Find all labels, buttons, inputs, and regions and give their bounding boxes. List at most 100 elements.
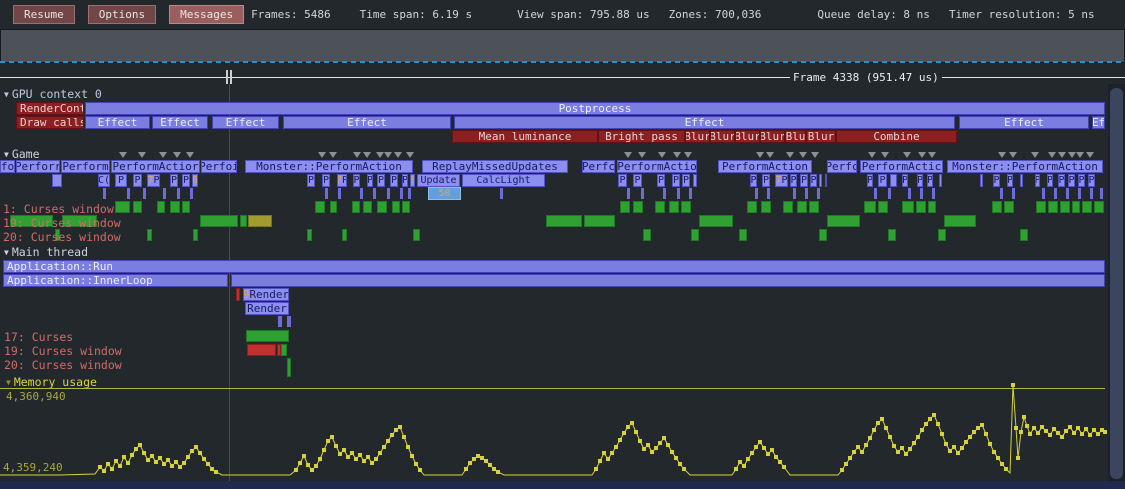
game-zone[interactable]: P <box>170 174 178 187</box>
collapsed-zone-triangle-icon[interactable] <box>624 152 632 162</box>
main-thread-header[interactable]: ▼ Main thread <box>4 245 88 259</box>
main-thread-zone[interactable] <box>277 344 281 356</box>
main-thread-zone[interactable]: Application::Run <box>3 260 1105 273</box>
game-zone[interactable] <box>890 174 897 187</box>
resume-button[interactable]: Resume <box>13 4 75 24</box>
game-zone[interactable]: P <box>1047 174 1053 187</box>
lock-zone[interactable] <box>699 215 733 227</box>
game-zone[interactable]: Perforr <box>16 160 60 173</box>
game-zone[interactable]: P <box>133 174 142 187</box>
zone-tick[interactable] <box>103 188 106 199</box>
lock-zone[interactable] <box>761 201 771 213</box>
messages-button[interactable]: Messages <box>169 4 245 24</box>
collapsed-zone-triangle-icon[interactable] <box>1048 152 1056 162</box>
game-zone[interactable]: PerformAction <box>718 160 812 173</box>
collapsed-zone-triangle-icon[interactable] <box>684 152 692 162</box>
gpu-zone[interactable]: Postprocess <box>85 102 1105 115</box>
game-zone[interactable]: P <box>1088 174 1095 187</box>
lock-zone[interactable] <box>1004 201 1014 213</box>
lock-zone[interactable] <box>928 201 936 213</box>
gpu-zone[interactable]: Effect <box>212 116 279 129</box>
gpu-zone[interactable]: Blur <box>735 130 760 143</box>
collapsed-zone-triangle-icon[interactable] <box>318 152 326 162</box>
game-zone[interactable]: 6 <box>192 174 198 187</box>
lock-zone[interactable] <box>643 229 651 241</box>
lock-zone[interactable] <box>864 201 876 213</box>
frame-separator-handle[interactable] <box>226 70 228 84</box>
zone-tick[interactable] <box>1090 188 1093 199</box>
lock-zone[interactable] <box>115 201 130 213</box>
zone-tick[interactable] <box>360 188 363 199</box>
lock-zone[interactable] <box>240 215 247 227</box>
lock-zone[interactable] <box>809 201 819 213</box>
main-thread-zone[interactable]: Application::InnerLoop <box>3 274 228 287</box>
highlight-count-box[interactable]: 50 <box>428 187 461 200</box>
lock-zone[interactable] <box>944 215 976 227</box>
gpu-zone[interactable]: Blur <box>806 130 836 143</box>
lock-zone[interactable] <box>377 201 387 213</box>
zone-tick[interactable] <box>932 188 935 199</box>
collapsed-zone-triangle-icon[interactable] <box>1009 152 1017 162</box>
lock-zone[interactable] <box>546 215 582 227</box>
zone-tick[interactable] <box>874 188 877 199</box>
zone-tick[interactable] <box>338 188 341 199</box>
lock-zone[interactable] <box>797 201 807 213</box>
zone-tick[interactable] <box>755 188 758 199</box>
zone-tick[interactable] <box>190 188 193 199</box>
game-zone[interactable]: Perfoi <box>201 160 237 173</box>
zone-tick[interactable] <box>387 188 390 199</box>
vertical-scrollbar-thumb[interactable] <box>1110 88 1123 479</box>
gpu-zone[interactable]: Blu <box>785 130 806 143</box>
lock-zone[interactable] <box>747 201 757 213</box>
game-zone[interactable] <box>939 174 942 187</box>
game-zone[interactable]: P <box>307 174 315 187</box>
game-zone[interactable]: 6 <box>410 174 415 187</box>
zone-tick[interactable] <box>373 188 376 199</box>
frames-overview-panel[interactable] <box>0 29 1125 63</box>
gpu-zone[interactable]: Effect <box>152 116 208 129</box>
lock-zone[interactable] <box>669 201 679 213</box>
lock-zone[interactable] <box>1082 201 1092 213</box>
lock-zone[interactable] <box>315 201 325 213</box>
lock-zone[interactable] <box>402 201 410 213</box>
lock-zone[interactable] <box>902 201 914 213</box>
lock-zone[interactable] <box>307 229 312 241</box>
lock-zone[interactable] <box>655 201 665 213</box>
game-zone[interactable]: P <box>1078 174 1085 187</box>
main-thread-zone[interactable] <box>287 358 291 377</box>
zone-tick[interactable] <box>287 316 291 327</box>
gpu-zone[interactable]: Effect <box>283 116 451 129</box>
game-zone[interactable]: P <box>762 174 770 187</box>
lock-zone[interactable] <box>819 229 827 241</box>
collapsed-zone-triangle-icon[interactable] <box>766 152 774 162</box>
collapsed-zone-triangle-icon[interactable] <box>998 152 1006 162</box>
zone-tick[interactable] <box>1054 188 1057 199</box>
collapsed-zone-triangle-icon[interactable] <box>1076 152 1084 162</box>
lock-zone[interactable] <box>739 229 747 241</box>
game-zone[interactable]: P <box>657 174 665 187</box>
main-thread-zone[interactable] <box>231 274 1105 287</box>
lock-zone[interactable] <box>413 229 420 241</box>
main-thread-zone[interactable] <box>281 344 287 356</box>
collapsed-zone-triangle-icon[interactable] <box>658 152 666 162</box>
lock-zone[interactable] <box>878 201 888 213</box>
lock-zone[interactable] <box>352 201 360 213</box>
lock-zone[interactable] <box>147 229 152 241</box>
game-zone[interactable]: P <box>750 174 757 187</box>
game-zone[interactable]: ReplayMissedUpdates <box>422 160 568 173</box>
collapsed-zone-triangle-icon[interactable] <box>811 152 819 162</box>
lock-zone[interactable] <box>342 229 347 241</box>
options-button[interactable]: Options <box>87 4 157 24</box>
lock-zone[interactable] <box>992 201 1002 213</box>
game-zone[interactable]: PerformActic <box>860 160 943 173</box>
lock-zone[interactable] <box>133 201 142 213</box>
game-zone[interactable]: PerformActior <box>111 160 200 173</box>
lock-zone[interactable] <box>62 215 97 227</box>
zone-tick[interactable] <box>627 188 630 199</box>
game-zone[interactable]: P <box>878 174 887 187</box>
lock-zone[interactable] <box>584 215 615 227</box>
main-thread-zone[interactable] <box>247 344 276 356</box>
collapsed-zone-triangle-icon[interactable] <box>376 152 384 162</box>
collapsed-zone-triangle-icon[interactable] <box>329 152 337 162</box>
lock-zone[interactable] <box>363 201 372 213</box>
